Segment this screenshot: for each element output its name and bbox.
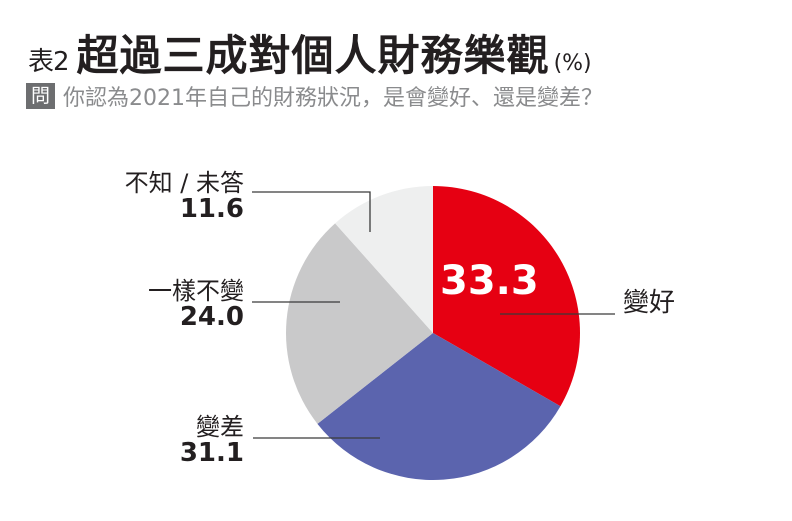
label-unknown: 不知 / 未答 11.6	[125, 170, 244, 222]
slice-same	[285, 223, 433, 424]
slice-better	[433, 185, 581, 407]
label-worse-name: 變差	[196, 413, 244, 441]
table-number: 表2	[28, 47, 70, 77]
label-same: 一樣不變 24.0	[148, 278, 244, 330]
slice-worse	[317, 333, 561, 481]
label-same-value: 24.0	[179, 302, 244, 332]
label-same-name: 一樣不變	[148, 277, 244, 305]
chart-title: 超過三成對個人財務樂觀	[76, 31, 550, 80]
question-badge: 問	[26, 83, 56, 109]
label-worse: 變差 31.1	[180, 414, 244, 466]
chart-header: 表2 超過三成對個人財務樂觀 (%)	[28, 22, 592, 83]
label-unknown-value: 11.6	[179, 194, 244, 224]
label-worse-value: 31.1	[179, 438, 244, 468]
question-text: 你認為2021年自己的財務狀況，是會變好、還是變差？	[63, 86, 604, 111]
label-better-value: 33.3	[440, 258, 539, 304]
slice-unknown	[335, 186, 433, 333]
question-row: 問 你認為2021年自己的財務狀況，是會變好、還是變差？	[26, 80, 603, 112]
pie-slices	[285, 185, 581, 481]
label-better-name: 變好	[623, 288, 676, 318]
leader-line-unknown	[252, 191, 371, 232]
unit-label: (%)	[553, 51, 592, 76]
label-unknown-name: 不知 / 未答	[124, 169, 244, 197]
